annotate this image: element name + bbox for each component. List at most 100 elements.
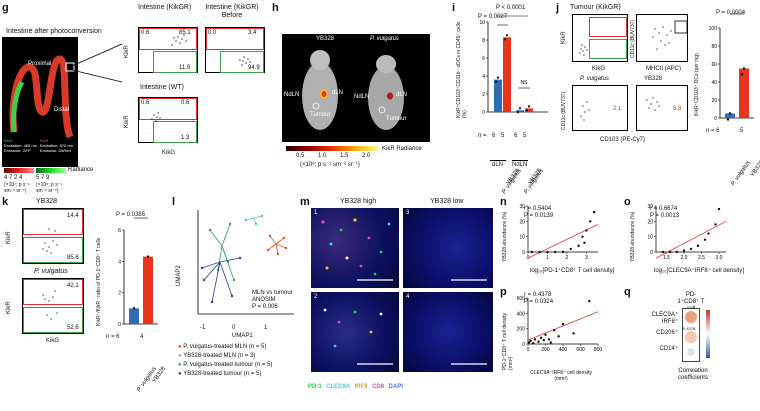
panel-n-label: n bbox=[500, 196, 507, 208]
i-bar bbox=[525, 108, 533, 112]
panel-o-label: o bbox=[624, 196, 631, 208]
k-bar-ylabel: KikR⁺/KikR⁻ ratio of PD-1⁺CD8⁺ T cells bbox=[96, 237, 102, 326]
micrograph-4: 4 bbox=[403, 292, 493, 372]
j-bar-ylabel: KikR⁺CD103⁺ DCs (per mg) bbox=[694, 53, 700, 116]
l-spoke bbox=[217, 245, 223, 271]
h-dln-left: dLN bbox=[332, 90, 344, 96]
h-tick-0: 0.5 bbox=[296, 153, 305, 159]
i-n-3: 5 bbox=[523, 133, 527, 139]
scatter-point bbox=[714, 223, 717, 226]
j-bar bbox=[739, 68, 749, 118]
panel-j-label: j bbox=[556, 2, 560, 14]
l-legend-item-1: ● YB328-treated MLN (n = 3) bbox=[178, 353, 298, 360]
units-right: (×10⁸; p s⁻¹ sm⁻² sr⁻¹) bbox=[36, 182, 63, 194]
j-ytick-label: 0 bbox=[714, 116, 717, 122]
l-xtick-1: 0 bbox=[232, 325, 236, 331]
q-tr: 3.4 bbox=[248, 30, 257, 36]
flow-plot-2: 0.0 3.4 94.9 bbox=[205, 27, 265, 73]
l-point bbox=[202, 278, 206, 282]
i-ytick-label: 4 bbox=[482, 74, 485, 80]
intestine-image: Proximal Distal KikG Excitation: 465 nm … bbox=[2, 37, 78, 167]
l-legend-item-2: ● P. vulgatus-treated tumour (n = 5) bbox=[178, 362, 298, 369]
scatter-xtick-label: 1 bbox=[546, 255, 549, 261]
scatter-point bbox=[581, 235, 584, 238]
j-point bbox=[742, 67, 746, 70]
k-ylabel-2: KikR bbox=[6, 301, 12, 314]
o-ylabel: YB328 abundance (%) bbox=[630, 211, 636, 262]
i-n-2: 6 bbox=[514, 133, 518, 139]
k-xlabel: KikG bbox=[46, 338, 60, 344]
j-flow-3-dots bbox=[580, 101, 590, 121]
h-colorbar-label: KikR Radiance bbox=[382, 146, 422, 152]
scatter-point bbox=[583, 241, 586, 244]
m-legend-irf8: IRF8 bbox=[354, 384, 368, 390]
panel-m-label: m bbox=[300, 196, 310, 208]
scatter-point bbox=[549, 341, 552, 344]
q-caption: Correlation coefficients bbox=[678, 368, 708, 381]
scatter-point bbox=[668, 250, 672, 254]
l-point bbox=[232, 278, 236, 282]
mouse-imaging: YB328 P. vulgatus NdLN dLN Tumour NdLN d… bbox=[282, 34, 430, 142]
l-point bbox=[238, 256, 242, 260]
j-val-pv: 2.1 bbox=[613, 106, 622, 112]
m-num-2: 2 bbox=[314, 294, 318, 300]
j-flow-2-dots bbox=[652, 20, 688, 50]
k-bar bbox=[129, 308, 139, 324]
o-p: P = 0.0013 bbox=[650, 213, 680, 219]
panel-q-label: q bbox=[624, 286, 631, 298]
k-bar bbox=[143, 256, 153, 324]
k-p: P = 0.0385 bbox=[116, 212, 146, 218]
l-spoke bbox=[245, 217, 255, 221]
i-bar bbox=[503, 37, 511, 112]
j-y3: CD11c (BUV737) bbox=[561, 91, 567, 130]
m-low-title: YB328 low bbox=[430, 198, 464, 205]
kikr-radiance-bar bbox=[4, 168, 34, 173]
panel-g-label: g bbox=[2, 2, 9, 14]
l-point bbox=[200, 266, 204, 270]
kikr-gate bbox=[139, 28, 197, 50]
scatter-ytick-label: 10 bbox=[647, 235, 653, 241]
j-flow-1-dots bbox=[579, 44, 588, 56]
q-tl: 0.6 bbox=[141, 100, 150, 106]
h-tick-2: 1.5 bbox=[340, 153, 349, 159]
l-legend-text-2: P. vulgatus-treated tumour (n = 5) bbox=[183, 362, 273, 368]
scatter-ytick-label: 20 bbox=[647, 219, 653, 225]
h-ndln-left: NdLN bbox=[284, 92, 300, 98]
q-row-1: CD206⁺ bbox=[656, 330, 678, 336]
scatter-point bbox=[696, 244, 700, 248]
l-point bbox=[260, 214, 264, 218]
p-p: P = 0.0324 bbox=[524, 299, 554, 305]
scatter-xtick-label: 0 bbox=[527, 347, 530, 353]
scatter-xtick-label: 2.0 bbox=[681, 255, 688, 261]
i-ytick-label: 6 bbox=[482, 56, 485, 62]
scatter-ytick-label: 20 bbox=[519, 219, 525, 225]
scatter-point bbox=[539, 336, 543, 340]
l-xlabel: UMAP1 bbox=[232, 333, 253, 339]
j-ytick-label: 80 bbox=[711, 44, 717, 50]
scatter-point bbox=[537, 340, 540, 343]
h-right-title: P. vulgatus bbox=[370, 36, 399, 42]
kikg-gate bbox=[23, 307, 83, 333]
m-legend-dapi: DAPI bbox=[388, 384, 403, 390]
panel-h-label: h bbox=[272, 2, 279, 14]
k-bottom-title: P. vulgatus bbox=[34, 268, 68, 275]
radiance-label: Radiance bbox=[68, 167, 94, 173]
l-spoke bbox=[267, 243, 277, 251]
l-annot-2: ANOSIM bbox=[252, 297, 276, 303]
scatter-xtick-label: 600 bbox=[576, 347, 585, 353]
p-scatter: 0 200 400 600 800 0 200 400 600 bbox=[517, 296, 603, 353]
j-x1: KikG bbox=[592, 66, 606, 72]
p-ylabel: PD-1⁺CD8⁺ T cell density (mm²) bbox=[502, 312, 514, 370]
q-colorbar bbox=[706, 310, 710, 358]
scatter-point bbox=[588, 299, 591, 303]
i-ndln-line bbox=[512, 160, 528, 161]
m-legend-cd8: CD8 bbox=[372, 384, 385, 390]
zoom-connector bbox=[71, 43, 123, 83]
kikr-emission: Emission: DsRed bbox=[40, 148, 71, 153]
regression-line bbox=[655, 220, 727, 259]
kikr-caption: KikR bbox=[40, 138, 49, 143]
kikr-gate bbox=[206, 28, 264, 50]
i-point bbox=[496, 76, 500, 79]
j-flow-4-dots bbox=[646, 97, 660, 111]
scatter-point bbox=[546, 250, 549, 254]
